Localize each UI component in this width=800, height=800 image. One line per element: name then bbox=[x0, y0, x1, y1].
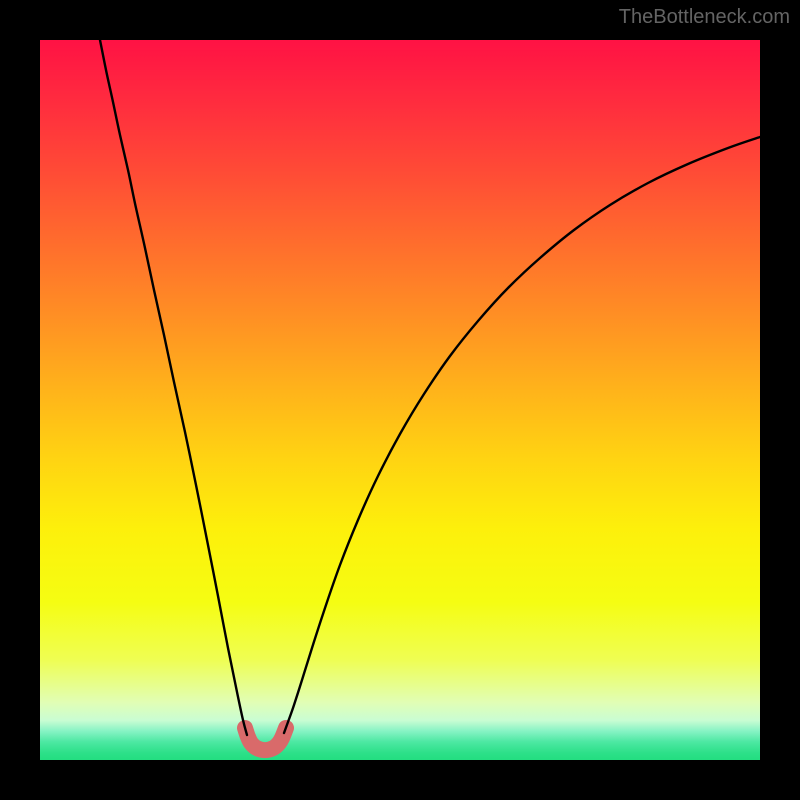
curve-left-branch bbox=[100, 40, 247, 735]
chart-curves bbox=[40, 40, 760, 760]
chart-plot-area bbox=[40, 40, 760, 760]
highlight-u-segment bbox=[245, 728, 286, 750]
watermark-text: TheBottleneck.com bbox=[619, 6, 790, 29]
curve-right-branch bbox=[284, 137, 760, 733]
